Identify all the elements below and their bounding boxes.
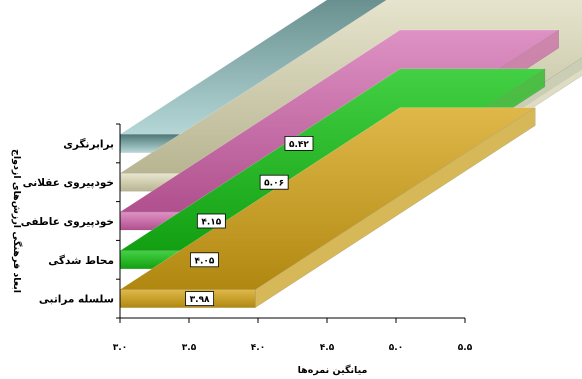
bars-layer [119, 0, 582, 309]
data-label: ۴.۱۵ [201, 218, 221, 228]
x-tick-label: ۳.۰ [113, 343, 127, 353]
category-label: خودپیروی عاطفی [21, 216, 114, 228]
data-label-box [190, 252, 219, 268]
data-label-box [259, 174, 289, 190]
data-label: ۵.۰۶ [264, 179, 284, 189]
axes-layer [116, 123, 466, 323]
y-axis-title: ابعاد فرهنگی ارزش‌های ازدواج [11, 149, 23, 293]
data-label: ۵.۴۲ [289, 140, 309, 150]
x-tick-label: ۴.۰ [251, 343, 265, 353]
x-tick-label: ۴.۵ [320, 343, 335, 353]
x-tick-label: ۵.۰ [389, 343, 403, 353]
category-label: محاط شدگی [48, 254, 114, 267]
category-label: برابرنگری [63, 137, 114, 150]
data-label: ۳.۹۸ [190, 295, 210, 305]
category-label: خودپیروی عقلانی [23, 177, 114, 189]
data-label-box [284, 135, 314, 151]
data-label-box [185, 291, 215, 307]
data-label-box [196, 213, 226, 229]
x-tick-label: ۳.۵ [182, 343, 197, 353]
labels-layer: ۵.۴۲ برابرنگری ۵.۰۶ خودپیروی عقلانی ۴.۱۵ خودپ… [11, 135, 473, 376]
x-axis-title: میانگین نمره‌ها [298, 364, 368, 376]
category-label: سلسله مراتبی [39, 294, 114, 306]
data-label: ۴.۰۵ [194, 256, 214, 266]
x-tick-label: ۵.۵ [458, 343, 473, 353]
